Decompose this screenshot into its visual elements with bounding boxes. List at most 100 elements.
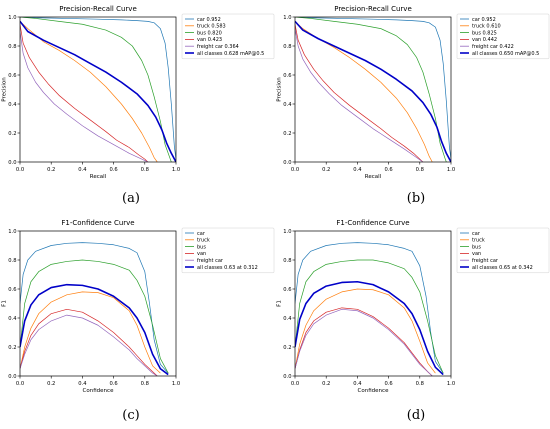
x-axis-label-b: Recall [365,174,382,180]
legend-entry-b-1: truck 0.610 [472,24,501,30]
y-tick-label-b-1: 0.2 [283,131,291,137]
series-line-b-3 [295,24,424,162]
legend-entry-d-3: van [472,251,481,257]
y-tick-label-c-3: 0.6 [8,287,16,293]
x-tick-label-c-4: 0.8 [141,381,149,387]
x-axis-label-a: Recall [90,174,107,180]
chart-title-b: Precision-Recall Curve [334,5,412,13]
y-tick-label-b-0: 0.0 [283,160,291,166]
series-line-b-2 [295,17,447,162]
series-line-a-3 [20,24,149,162]
y-tick-label-b-4: 0.8 [283,44,291,50]
plot-frame-a [19,16,177,163]
x-tick-label-a-2: 0.4 [78,167,87,173]
legend-box-c [181,227,275,274]
series-line-a-5 [20,20,176,162]
series-line-b-5 [295,20,451,162]
x-tick-label-a-0: 0.0 [16,167,24,173]
x-axis-label-c: Confidence [83,388,115,394]
y-tick-label-a-3: 0.6 [8,73,16,79]
y-axis-label-a: Precision [2,77,8,102]
x-tick-label-b-0: 0.0 [291,167,299,173]
x-tick-label-b-4: 0.8 [416,167,424,173]
caption-c: (c) [122,408,140,423]
plot-frame-d [294,230,452,377]
series-line-a-1 [20,21,158,162]
legend-entry-a-0: car 0.952 [197,17,221,23]
series-group-c [20,242,169,376]
y-tick-label-c-4: 0.8 [8,258,16,264]
chart-panel-a: Precision-Recall Curve 0.0 0.2 0.4 0.6 0.8 1.0… [2,5,275,180]
y-tick-label-a-1: 0.2 [8,131,16,137]
x-tick-label-d-5: 1.0 [447,381,455,387]
y-tick-label-c-0: 0.0 [8,374,16,380]
y-tick-label-b-3: 0.6 [283,73,291,79]
y-tick-label-d-0: 0.0 [283,374,291,380]
legend-entry-b-5: all classes 0.650 mAP@0.5 [472,51,539,57]
series-line-a-2 [20,17,172,162]
legend-entry-a-2: bus 0.820 [197,30,222,36]
x-tick-label-c-1: 0.2 [47,381,55,387]
caption-a: (a) [122,191,140,206]
y-tick-label-a-5: 1.0 [8,15,16,21]
chart-title-d: F1-Confidence Curve [336,219,409,227]
series-line-b-4 [295,28,424,162]
plot-frame-c [19,230,177,377]
legend-entry-d-5: all classes 0.65 at 0.342 [472,265,533,271]
legend-entry-a-4: freight car 0.364 [197,44,239,50]
x-tick-label-b-5: 1.0 [447,167,455,173]
series-line-d-5 [295,280,444,376]
y-axis-label-d: F1 [277,300,283,307]
x-tick-label-b-1: 0.2 [322,167,330,173]
y-tick-label-d-3: 0.6 [283,287,291,293]
series-line-d-1 [295,288,436,374]
x-tick-label-d-3: 0.6 [384,381,392,387]
legend-entry-c-0: car [197,231,206,237]
caption-b: (b) [406,191,426,206]
legend-entry-c-3: van [197,251,206,257]
x-axis-label-d: Confidence [358,388,390,394]
chart-panel-c: F1-Confidence Curve 0.0 0.2 0.4 0.6 0.8 1.0 0.0… [2,219,275,394]
legend-entry-d-2: bus [472,244,481,250]
x-tick-label-b-3: 0.6 [384,167,392,173]
y-tick-label-a-0: 0.0 [8,160,16,166]
legend-entry-c-4: freight car [197,258,224,264]
series-line-c-5 [20,283,169,376]
series-line-a-0 [20,17,176,160]
y-tick-label-a-4: 0.8 [8,44,16,50]
series-line-a-4 [20,31,149,162]
y-axis-label-c: F1 [2,300,8,307]
x-tick-label-c-5: 1.0 [172,381,180,387]
legend-entry-b-0: car 0.952 [472,17,496,23]
legend-entry-a-5: all classes 0.628 mAP@0.5 [197,51,264,57]
x-tick-label-a-3: 0.6 [109,167,117,173]
legend-entry-a-1: truck 0.583 [197,24,226,30]
legend-box-a [181,13,275,60]
x-tick-label-a-1: 0.2 [47,167,55,173]
series-line-c-4 [20,314,158,376]
legend-entry-d-0: car [472,231,481,237]
series-line-c-3 [20,308,158,376]
y-tick-label-d-2: 0.4 [283,316,292,322]
x-tick-label-d-1: 0.2 [322,381,330,387]
legend-entry-c-5: all classes 0.63 at 0.312 [197,265,258,271]
x-tick-label-d-4: 0.8 [416,381,424,387]
x-tick-label-a-4: 0.8 [141,167,149,173]
y-tick-label-d-5: 1.0 [283,229,291,235]
x-tick-label-c-3: 0.6 [109,381,117,387]
legend-entry-d-1: truck [472,238,485,244]
series-line-d-3 [295,307,433,376]
y-tick-label-b-2: 0.4 [283,102,292,108]
legend-entry-d-4: freight car [472,258,499,264]
chart-title-a: Precision-Recall Curve [59,5,137,13]
y-tick-label-c-1: 0.2 [8,345,16,351]
series-line-b-0 [295,17,451,160]
series-group-a [20,17,176,162]
y-tick-label-b-5: 1.0 [283,15,291,21]
legend-entry-b-2: bus 0.825 [472,30,497,36]
legend-box-b [456,13,550,60]
legend-entry-b-3: van 0.442 [472,37,497,43]
